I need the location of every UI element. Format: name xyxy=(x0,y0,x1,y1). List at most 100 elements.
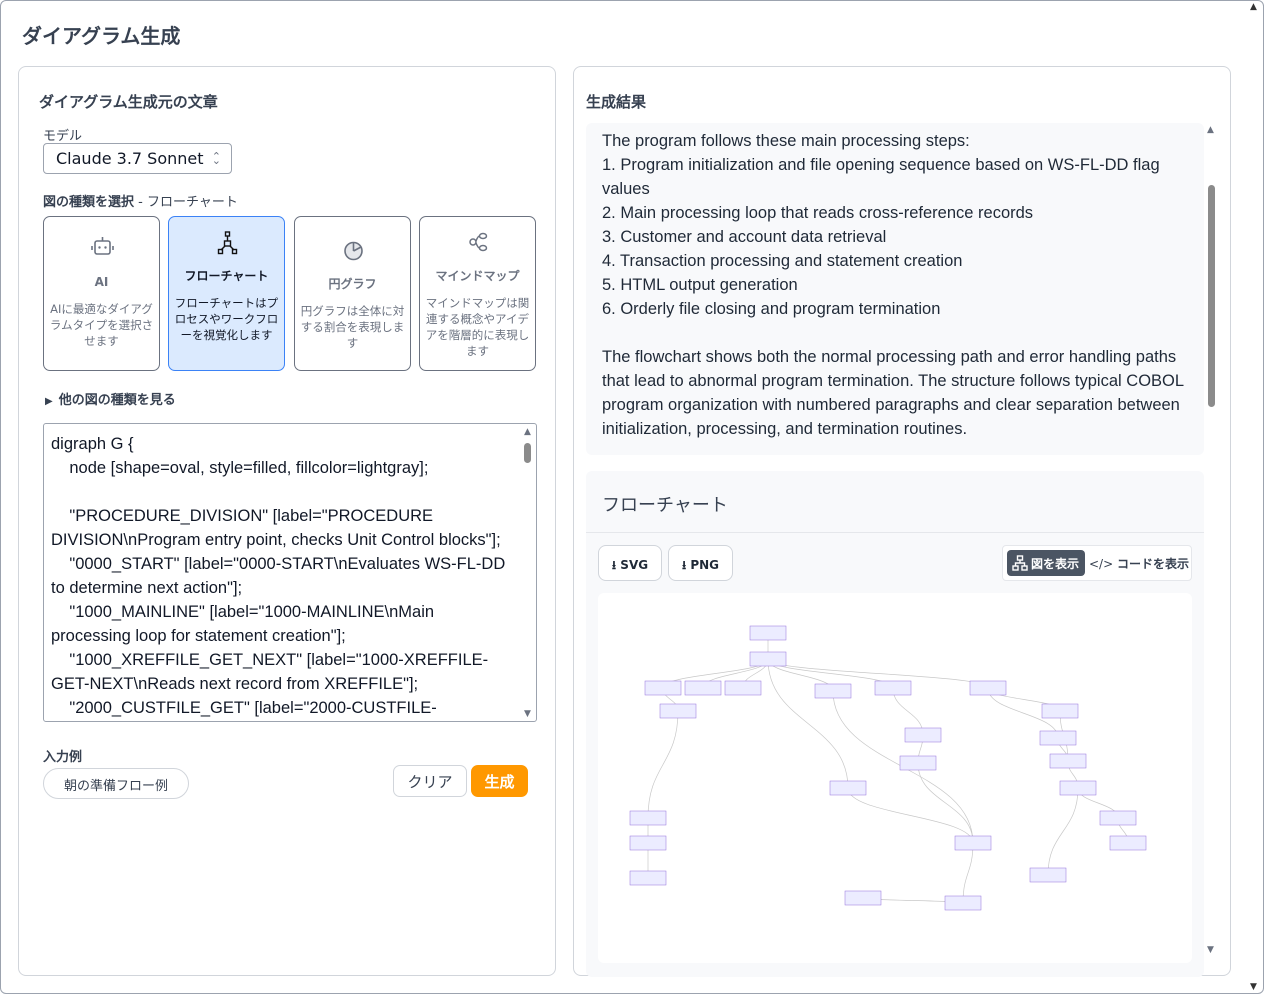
flowchart-node xyxy=(644,680,682,696)
result-line: The program follows these main processin… xyxy=(602,132,970,150)
flowchart-node xyxy=(899,755,937,771)
caret-right-icon: ▶ xyxy=(45,396,53,407)
flowchart-icon xyxy=(217,231,238,255)
result-line: 3. Customer and account data retrieval xyxy=(602,228,887,246)
flowchart-node xyxy=(944,895,982,911)
scroll-up-icon[interactable]: ▲ xyxy=(1250,2,1257,12)
download-icon: ⭳ xyxy=(611,558,621,572)
flowchart-canvas xyxy=(598,593,1192,963)
result-line: 5. HTML output generation xyxy=(602,276,798,294)
flowchart-edge xyxy=(1047,787,1079,876)
download-svg-label: SVG xyxy=(620,558,649,572)
flowchart-node xyxy=(954,835,992,851)
scroll-down-icon[interactable]: ▼ xyxy=(1250,982,1257,992)
scroll-up-icon[interactable]: ▲ xyxy=(524,427,531,437)
flowchart-node xyxy=(629,870,667,886)
more-types-label: 他の図の種類を見る xyxy=(58,393,176,408)
code-icon: </> xyxy=(1089,557,1117,571)
example-button[interactable]: 朝の準備フロー例 xyxy=(43,768,189,799)
flowchart-node xyxy=(724,680,762,696)
flowchart-node xyxy=(1099,810,1137,826)
robot-icon xyxy=(91,237,114,255)
divider xyxy=(586,532,1204,533)
clear-button[interactable]: クリア xyxy=(393,765,467,797)
result-line: 6. Orderly file closing and program term… xyxy=(602,300,941,318)
chevron-updown-icon: ⌃ ⌄ xyxy=(211,150,221,167)
model-label: モデル xyxy=(43,129,83,144)
flowchart-node xyxy=(1029,867,1067,883)
flowchart-node xyxy=(829,780,867,796)
result-panel: 生成結果 The program follows these main proc… xyxy=(573,66,1231,977)
generate-button[interactable]: 生成 xyxy=(471,765,528,797)
result-line: 2. Main processing loop that reads cross… xyxy=(602,204,1034,222)
model-value: Claude 3.7 Sonnet xyxy=(56,149,204,168)
diagram-type-label: 図の種類を選択 - フローチャート xyxy=(43,191,238,210)
flowchart-node xyxy=(874,680,912,696)
type-card-desc: マインドマップは関連する概念やアイデアを階層的に表現します xyxy=(425,296,530,358)
source-scrollbar[interactable]: ▲ ▼ xyxy=(523,427,533,719)
result-line: 1. Program initialization and file openi… xyxy=(602,156,1160,198)
input-panel: ダイアグラム生成元の文章 モデル Claude 3.7 Sonnet ⌃ ⌄ 図の種… xyxy=(18,66,556,976)
show-code-button[interactable]: </> コードを表示 xyxy=(1089,555,1189,572)
result-line: The flowchart shows both the normal proc… xyxy=(602,348,1184,438)
result-scrollbar[interactable]: ▲ ▼ xyxy=(1207,125,1217,955)
type-card-name: 円グラフ xyxy=(328,277,377,291)
download-icon: ⭳ xyxy=(681,558,691,572)
flowchart-node xyxy=(684,680,722,696)
type-card-desc: 円グラフは全体に対する割合を表現します xyxy=(300,304,405,350)
page-scrollbar[interactable]: ▲ ▼ xyxy=(1250,2,1262,992)
type-card-name: AI xyxy=(94,275,109,289)
flowchart-title: フローチャート xyxy=(602,495,728,516)
scroll-down-icon[interactable]: ▼ xyxy=(524,709,531,719)
type-card-desc: AIに最適なダイアグラムタイプを選択させます xyxy=(49,302,154,348)
type-card-pie[interactable]: 円グラフ 円グラフは全体に対する割合を表現します xyxy=(294,216,411,371)
flowchart-edge xyxy=(767,658,849,789)
scroll-down-icon[interactable]: ▼ xyxy=(1207,945,1214,955)
diagram-type-heading: 図の種類を選択 xyxy=(43,195,135,210)
download-svg-button[interactable]: ⭳ SVG xyxy=(598,545,662,581)
examples-label: 入力例 xyxy=(43,750,83,765)
type-card-ai[interactable]: AI AIに最適なダイアグラムタイプを選択させます xyxy=(43,216,160,371)
flowchart-edge xyxy=(962,842,974,904)
flowchart-node xyxy=(1049,753,1087,769)
type-card-name: マインドマップ xyxy=(435,269,520,283)
flowchart-node xyxy=(844,890,882,906)
type-card-desc: フローチャートはプロセスやワークフローを視覚化します xyxy=(174,296,279,342)
type-card-flowchart[interactable]: フローチャート フローチャートはプロセスやワークフローを視覚化します xyxy=(168,216,285,371)
type-card-name: フローチャート xyxy=(184,269,269,283)
flowchart-edge xyxy=(647,710,679,819)
flowchart-node xyxy=(1041,703,1079,719)
result-panel-title: 生成結果 xyxy=(586,93,647,111)
show-diagram-label: 図を表示 xyxy=(1031,557,1080,571)
scroll-thumb[interactable] xyxy=(524,443,531,463)
scroll-up-icon[interactable]: ▲ xyxy=(1207,125,1214,135)
flowchart-node xyxy=(629,810,667,826)
flowchart-node xyxy=(629,835,667,851)
page-title: ダイアグラム生成 xyxy=(22,24,181,48)
model-select[interactable]: Claude 3.7 Sonnet ⌃ ⌄ xyxy=(43,143,232,174)
flowchart-edge xyxy=(917,762,974,844)
source-text-input[interactable]: digraph G { node [shape=oval, style=fill… xyxy=(43,423,537,722)
show-code-label: コードを表示 xyxy=(1116,557,1189,571)
flowchart-node xyxy=(969,680,1007,696)
input-panel-title: ダイアグラム生成元の文章 xyxy=(39,93,218,111)
flowchart-node xyxy=(659,703,697,719)
view-toggle: 図を表示 </> コードを表示 xyxy=(1002,545,1192,581)
result-line xyxy=(602,321,1188,345)
result-line: 4. Transaction processing and statement … xyxy=(602,252,963,270)
download-png-button[interactable]: ⭳ PNG xyxy=(668,545,733,581)
flowchart-node xyxy=(749,651,787,667)
sitemap-icon xyxy=(1012,555,1028,571)
flowchart-node xyxy=(749,625,787,641)
result-text: The program follows these main processin… xyxy=(586,123,1204,455)
flowchart-node xyxy=(904,727,942,743)
pie-chart-icon xyxy=(344,241,363,261)
type-card-mindmap[interactable]: マインドマップ マインドマップは関連する概念やアイデアを階層的に表現します xyxy=(419,216,536,371)
mindmap-icon xyxy=(469,232,488,252)
flowchart-node xyxy=(1109,835,1147,851)
show-diagram-button[interactable]: 図を表示 xyxy=(1007,550,1085,576)
more-types-toggle[interactable]: ▶ 他の図の種類を見る xyxy=(45,389,176,408)
scroll-thumb[interactable] xyxy=(1208,185,1215,407)
flowchart-node xyxy=(814,683,852,699)
flowchart-node xyxy=(1039,730,1077,746)
